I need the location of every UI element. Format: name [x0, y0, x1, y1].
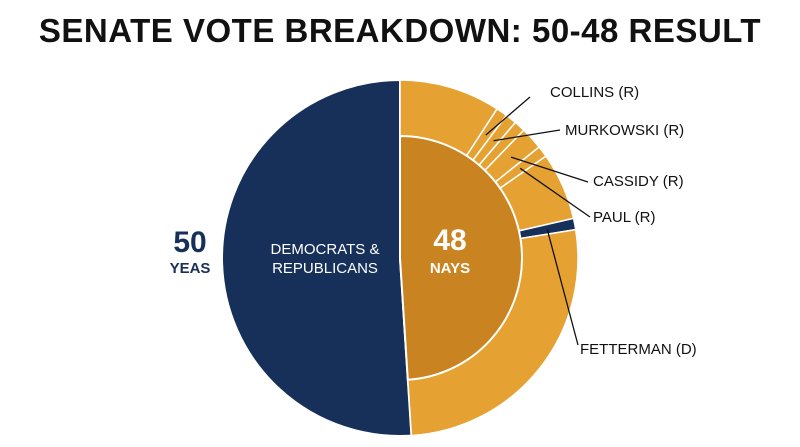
callout-line-cassidy-r	[510, 156, 589, 183]
yeas-inside-label-line1: DEMOCRATS &	[271, 241, 380, 258]
pie-slice-nays	[399, 134, 523, 381]
callout-label-cassidy-r: CASSIDY (R)	[593, 173, 684, 190]
callout-line-paul-r	[519, 167, 591, 218]
pie-slice-yeas	[221, 78, 413, 437]
yeas-inside-label-line2: REPUBLICANS	[272, 260, 378, 277]
callout-label-murkowski-r: MURKOWSKI (R)	[565, 122, 684, 139]
callout-line-murkowski-r	[493, 129, 561, 142]
nays-text-label: NAYS	[430, 260, 470, 277]
chart-title: SENATE VOTE BREAKDOWN: 50-48 RESULT	[38, 12, 762, 49]
yeas-count-label: 50	[173, 226, 206, 259]
callout-label-fetterman-d: FETTERMAN (D)	[580, 341, 697, 358]
callout-label-paul-r: PAUL (R)	[593, 209, 656, 226]
yeas-text-label: YEAS	[170, 260, 211, 277]
callout-line-collins-r	[485, 96, 531, 136]
callout-label-collins-r: COLLINS (R)	[550, 84, 639, 101]
callout-line-fetterman-d	[546, 229, 579, 346]
nays-count-label: 48	[433, 224, 466, 257]
